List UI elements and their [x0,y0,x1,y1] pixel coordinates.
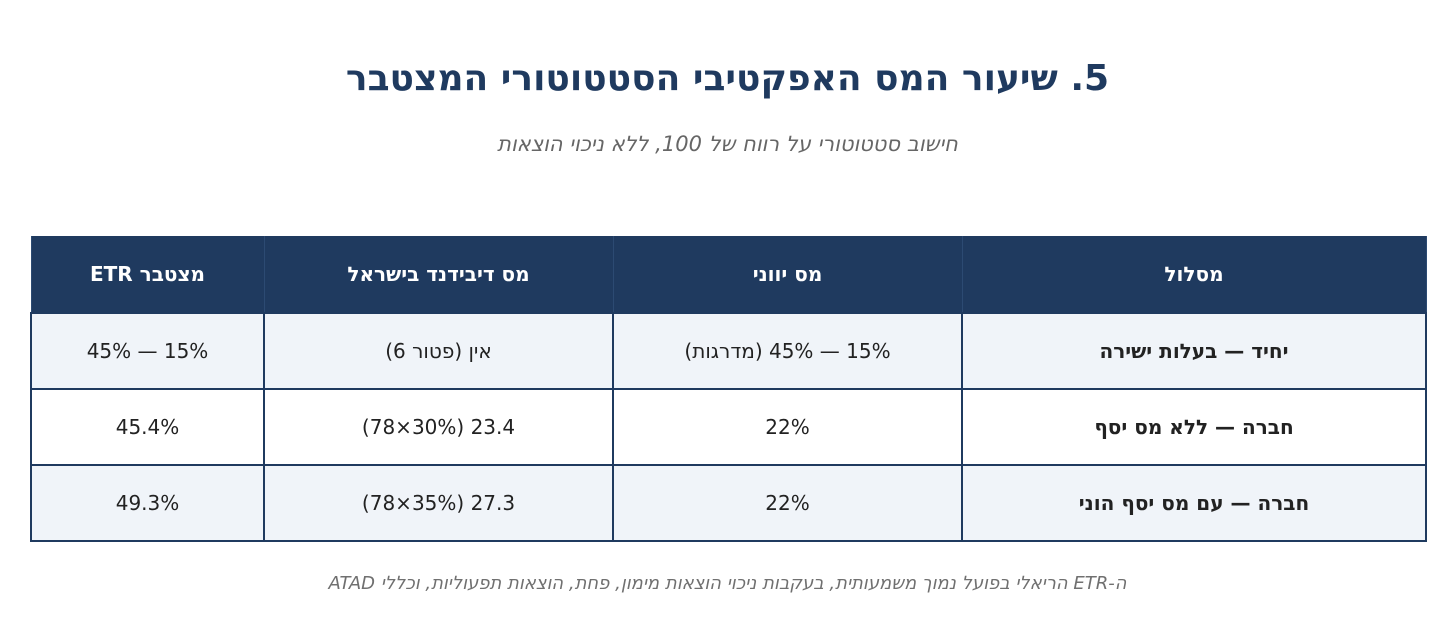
cell-track: חברה — עם מס יסף הוני [961,464,1427,542]
cell-cumulative-etr: 45.4% [30,388,265,466]
page-subtitle: חישוב סטטוטורי על רווח של 100, ללא ניכוי… [497,132,958,156]
cell-track: חברה — ללא מס יסף [961,388,1427,466]
tax-table: מסלול מס יווני מס דיבידנד בישראל מצטבר E… [30,236,1427,542]
cell-track: יחיד — בעלות ישירה [961,312,1427,390]
cell-greek-tax: 22% [612,388,963,466]
cell-greek-tax: 22% [612,464,963,542]
cell-israel-dividend-tax: אין (פטור 6) [263,312,614,390]
table-row: חברה — עם מס יסף הוני 22% 27.3 (35%×78) … [30,464,1427,542]
cell-israel-dividend-tax: 27.3 (35%×78) [263,464,614,542]
table-header-row: מסלול מס יווני מס דיבידנד בישראל מצטבר E… [30,236,1427,313]
page-title: 5. שיעור המס האפקטיבי הסטטוטורי המצטבר [345,58,1110,99]
column-header-israel-dividend-tax: מס דיבידנד בישראל [263,236,614,313]
footnote: ה-ETR הריאלי בפועל נמוך משמעותית, בעקבות… [328,573,1127,594]
column-header-greek-tax: מס יווני [612,236,963,313]
cell-cumulative-etr: 49.3% [30,464,265,542]
column-header-cumulative-etr: מצטבר ETR [30,236,265,313]
table-row: חברה — ללא מס יסף 22% 23.4 (30%×78) 45.4… [30,388,1427,466]
etr-table: מסלול מס יווני מס דיבידנד בישראל מצטבר E… [30,236,1427,542]
table-row: יחיד — בעלות ישירה 15% — 45% (מדרגות) אי… [30,312,1427,390]
cell-cumulative-etr: 15% — 45% [30,312,265,390]
cell-greek-tax: 15% — 45% (מדרגות) [612,312,963,390]
column-header-track: מסלול [961,236,1427,313]
cell-israel-dividend-tax: 23.4 (30%×78) [263,388,614,466]
